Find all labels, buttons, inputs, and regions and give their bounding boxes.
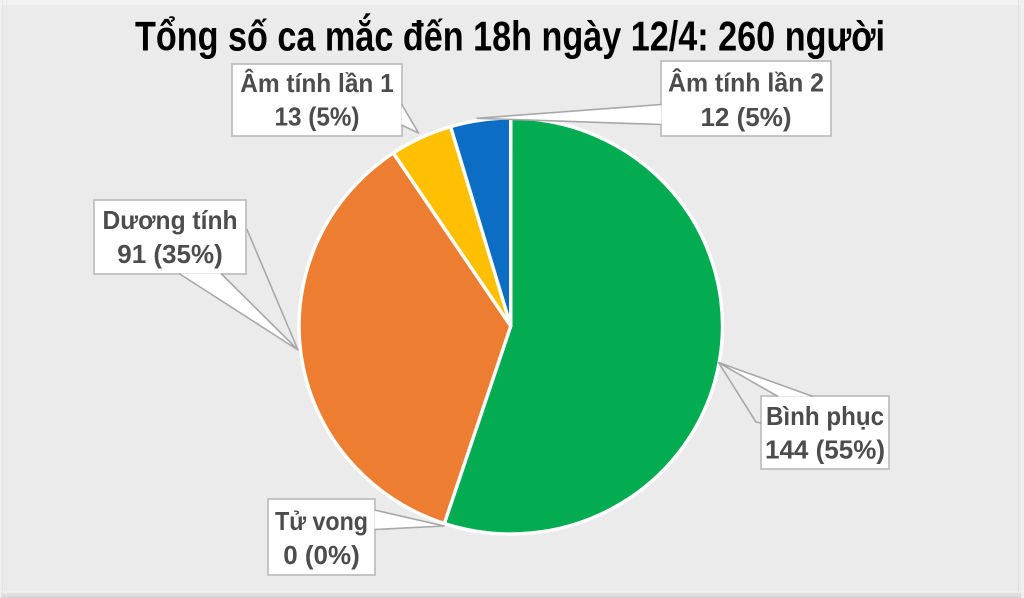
svg-text:144 (55%): 144 (55%) bbox=[765, 435, 885, 465]
svg-text:Âm tính lần 1: Âm tính lần 1 bbox=[240, 68, 394, 98]
svg-text:Dương tính: Dương tính bbox=[103, 205, 238, 235]
svg-text:13 (5%): 13 (5%) bbox=[275, 102, 360, 132]
svg-text:Âm tính lần 2: Âm tính lần 2 bbox=[668, 68, 824, 98]
svg-text:Tử vong: Tử vong bbox=[275, 506, 368, 536]
svg-text:Bình phục: Bình phục bbox=[766, 401, 884, 431]
svg-text:Tổng số ca mắc đến 18h ngày 12: Tổng số ca mắc đến 18h ngày 12/4: 260 ng… bbox=[135, 12, 885, 60]
svg-text:12 (5%): 12 (5%) bbox=[700, 102, 791, 132]
svg-text:91 (35%): 91 (35%) bbox=[117, 239, 223, 269]
svg-text:0 (0%): 0 (0%) bbox=[283, 540, 360, 570]
